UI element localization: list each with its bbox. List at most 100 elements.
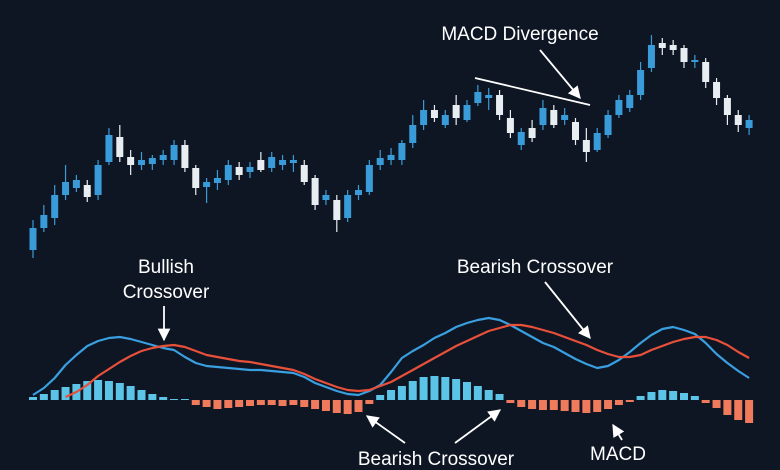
candle-body — [333, 200, 341, 220]
histogram-bar — [180, 399, 189, 400]
histogram-bar — [83, 381, 92, 400]
histogram-bar — [680, 393, 688, 400]
candle-body — [29, 228, 37, 250]
candle-body — [647, 45, 655, 68]
candle-body — [268, 157, 276, 168]
histogram-bar — [191, 400, 200, 405]
histogram-bar — [39, 394, 48, 400]
histogram-bar — [354, 400, 363, 412]
candle-body — [148, 158, 156, 164]
candle-body — [572, 122, 579, 140]
histogram-bar — [604, 400, 613, 409]
candle-body — [257, 160, 265, 170]
histogram-bar — [115, 383, 124, 400]
histogram-bar — [50, 390, 59, 400]
candle-body — [289, 160, 297, 163]
candle-body — [658, 43, 666, 48]
candle-body — [713, 82, 721, 98]
histogram-bar — [745, 400, 754, 423]
histogram-bar — [723, 400, 732, 415]
candle-body — [311, 178, 319, 205]
candle-body — [224, 165, 232, 180]
histogram-bar — [29, 397, 37, 400]
histogram-bar — [560, 400, 569, 411]
histogram-bar — [202, 400, 211, 407]
candle-body — [745, 120, 753, 128]
histogram-bar — [484, 390, 493, 400]
candle-body — [83, 185, 91, 197]
histogram-bar — [365, 400, 374, 404]
candle-body — [116, 137, 124, 157]
histogram-bar — [224, 400, 233, 408]
candle-body — [376, 158, 384, 165]
candle-body — [680, 48, 688, 62]
histogram-bar — [419, 377, 428, 400]
histogram-bar — [625, 400, 634, 402]
histogram-bar — [701, 400, 710, 403]
annotation: MACD — [590, 444, 646, 465]
candle-body — [474, 92, 482, 103]
candle-body — [138, 160, 145, 165]
candle-body — [723, 98, 731, 115]
macd-line — [32, 316, 750, 397]
histogram-bar — [246, 400, 254, 406]
candle-body — [441, 115, 449, 125]
histogram-bar — [571, 400, 580, 412]
candle-body — [637, 70, 645, 95]
candle-body — [279, 160, 287, 165]
candle-body — [452, 105, 460, 118]
candle-body — [213, 178, 221, 183]
candle-body — [539, 108, 547, 125]
candle-body — [517, 132, 525, 145]
histogram-bar — [658, 390, 667, 400]
histogram-bar — [332, 400, 341, 413]
histogram-bar — [267, 400, 276, 405]
histogram-bar — [495, 394, 504, 400]
arrow — [454, 409, 502, 444]
candle-body — [626, 95, 634, 108]
histogram-bar — [614, 400, 623, 405]
histogram-bar — [636, 396, 645, 400]
divergence-line — [474, 77, 591, 106]
histogram-bar — [517, 400, 526, 407]
candle-body — [300, 165, 308, 182]
annotation: Bearish Crossover — [457, 257, 614, 278]
arrow — [544, 281, 591, 339]
annotation: MACD Divergence — [441, 24, 598, 45]
candle-body — [550, 110, 558, 125]
histogram-bar — [463, 382, 471, 400]
histogram-bar — [473, 386, 482, 400]
histogram-bar — [430, 376, 439, 400]
histogram-bar — [321, 400, 330, 411]
candle-body — [105, 135, 113, 162]
candle-body — [528, 128, 536, 138]
histogram-bar — [528, 400, 537, 409]
candle-body — [181, 145, 189, 168]
candle-body — [420, 110, 428, 125]
candle-body — [235, 167, 243, 175]
candle-body — [192, 168, 200, 188]
histogram-bar — [669, 391, 678, 400]
candle-body — [691, 60, 699, 62]
histogram-bar — [408, 381, 417, 400]
histogram-bar — [235, 400, 244, 407]
histogram-bar — [256, 400, 265, 405]
candle-body — [506, 118, 514, 133]
candle-body — [561, 115, 569, 120]
histogram-bar — [278, 400, 287, 406]
histogram-bar — [387, 390, 396, 400]
candle-body — [40, 215, 48, 228]
histogram-bar — [647, 392, 656, 400]
histogram-bar — [582, 400, 591, 413]
candle-body — [365, 165, 373, 192]
candle-body — [615, 100, 623, 115]
candle-body — [485, 95, 493, 98]
candle-body — [669, 45, 677, 50]
arrow — [365, 415, 406, 444]
histogram-bar — [104, 381, 113, 400]
candle-body — [203, 182, 211, 187]
candle-body — [127, 157, 135, 165]
candle-body — [344, 195, 352, 218]
arrow — [612, 423, 625, 441]
histogram-bar — [148, 394, 157, 400]
